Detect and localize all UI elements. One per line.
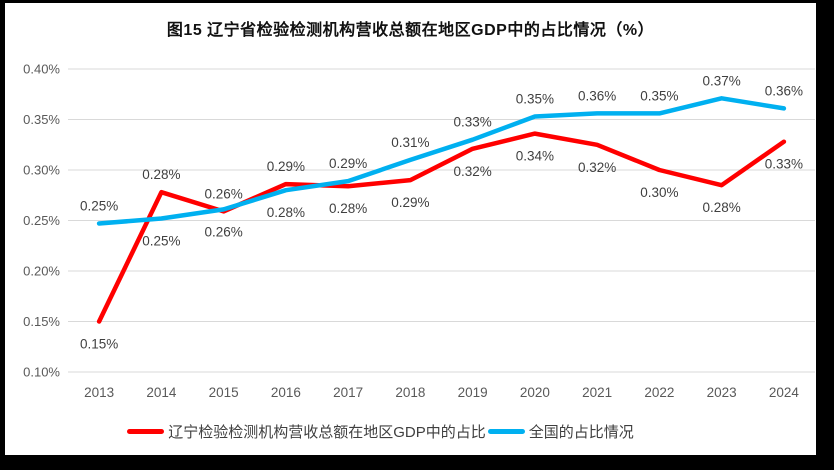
chart-legend: 辽宁检验检测机构营收总额在地区GDP中的占比 全国的占比情况: [0, 421, 786, 442]
data-label: 0.32%: [453, 164, 491, 179]
data-label: 0.29%: [267, 159, 305, 174]
y-tick-label: 0.25%: [23, 213, 60, 228]
data-label: 0.33%: [765, 157, 803, 172]
data-label: 0.28%: [329, 201, 367, 216]
legend-swatch-red-line: [127, 429, 165, 434]
x-tick-label: 2020: [520, 385, 550, 400]
data-label: 0.36%: [765, 83, 803, 98]
data-label: 0.28%: [702, 200, 740, 215]
data-label: 0.30%: [640, 185, 678, 200]
data-label: 0.29%: [329, 156, 367, 171]
data-label: 0.15%: [80, 337, 118, 352]
x-tick-label: 2014: [146, 385, 177, 400]
x-tick-label: 2016: [271, 385, 301, 400]
x-tick-label: 2013: [84, 385, 114, 400]
data-label: 0.26%: [204, 224, 242, 239]
x-tick-label: 2017: [333, 385, 363, 400]
y-axis-tick-labels: 0.40% 0.35% 0.30% 0.25% 0.20% 0.15% 0.10%: [23, 62, 60, 380]
series-line-1: [96, 96, 787, 226]
data-label: 0.29%: [391, 195, 429, 210]
legend-swatch-blue-line: [487, 429, 525, 434]
y-tick-label: 0.15%: [23, 314, 60, 329]
data-label: 0.36%: [578, 88, 616, 103]
legend-label-liaoning: 辽宁检验检测机构营收总额在地区GDP中的占比: [168, 424, 486, 441]
line-chart-plot: 0.40%0.35%0.30%0.25%0.20%0.15%0.10%2013 2…: [23, 62, 815, 400]
data-label: 0.35%: [516, 91, 554, 106]
data-label: 0.33%: [453, 115, 491, 130]
y-tick-label: 0.10%: [23, 365, 60, 380]
legend-item-liaoning: 辽宁检验检测机构营收总额在地区GDP中的占比: [127, 421, 486, 442]
data-label: 0.28%: [267, 205, 305, 220]
legend-label-national: 全国的占比情况: [528, 424, 634, 441]
data-label: 0.26%: [204, 186, 242, 201]
x-tick-label: 2023: [707, 385, 737, 400]
data-labels-series-0: 0.15% 0.28% 0.26% 0.29% 0.28% 0.29% 0.32% 0.34%…: [80, 149, 803, 352]
data-label: 0.25%: [80, 199, 118, 214]
series-line-0: [96, 131, 787, 324]
data-label: 0.31%: [391, 135, 429, 150]
data-label: 0.25%: [142, 233, 180, 248]
x-tick-label: 2019: [458, 385, 488, 400]
y-tick-label: 0.40%: [23, 62, 60, 77]
data-label: 0.37%: [702, 73, 740, 88]
y-tick-label: 0.30%: [23, 163, 60, 178]
x-tick-label: 2015: [209, 385, 239, 400]
chart-title: 图15 辽宁省检验检测机构营收总额在地区GDP中的占比情况（%）: [166, 22, 655, 39]
legend-item-national: 全国的占比情况: [487, 421, 634, 442]
data-label: 0.28%: [142, 167, 180, 182]
x-tick-label: 2021: [582, 385, 612, 400]
x-axis-tick-labels: 2013 2014 2015 2016 2017 2018 2019 2020 2021 2022…: [84, 385, 799, 400]
x-tick-label: 2024: [769, 385, 800, 400]
y-tick-label: 0.35%: [23, 112, 60, 127]
chart-surface: 图15 辽宁省检验检测机构营收总额在地区GDP中的占比情况（%） 0.40% 0.…: [5, 3, 816, 455]
x-tick-label: 2018: [395, 385, 425, 400]
data-label: 0.35%: [640, 88, 678, 103]
data-labels-series-1: 0.25% 0.25% 0.26% 0.28% 0.29% 0.31% 0.33% 0.35%…: [80, 73, 803, 248]
data-label: 0.34%: [516, 149, 554, 164]
gridlines: [68, 68, 815, 373]
data-label: 0.32%: [578, 160, 616, 175]
y-tick-label: 0.20%: [23, 264, 60, 279]
x-tick-label: 2022: [644, 385, 674, 400]
